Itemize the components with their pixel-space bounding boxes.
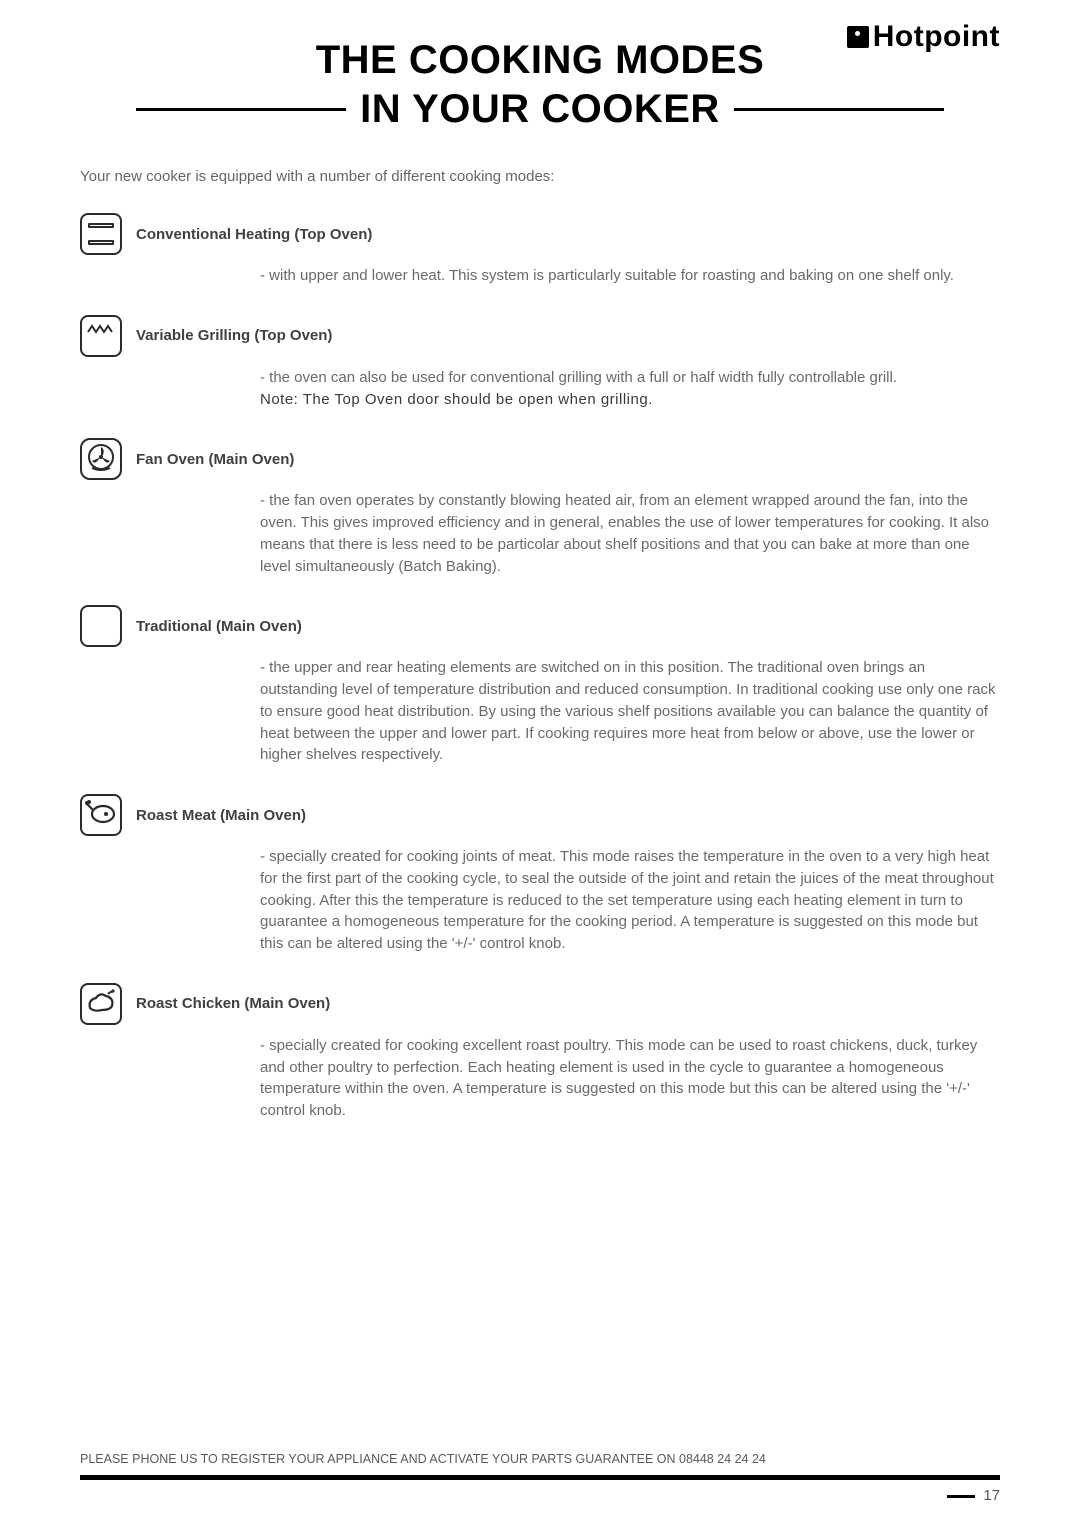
roast-chicken-icon [80,983,122,1025]
section-body: - the oven can also be used for conventi… [260,367,1000,411]
section-body: - specially created for cooking excellen… [260,1035,1000,1122]
page-number-value: 17 [983,1487,1000,1504]
intro-text: Your new cooker is equipped with a numbe… [80,168,1000,185]
title-rule-left [136,108,346,111]
section-body: - the fan oven operates by constantly bl… [260,490,1000,577]
section-title: Roast Chicken (Main Oven) [136,995,330,1012]
section-body: - the upper and rear heating elements ar… [260,657,1000,766]
section-fan: Fan Oven (Main Oven) - the fan oven oper… [80,438,1000,577]
brand-mark-icon [847,26,869,48]
title-rule-right [734,108,944,111]
section-title: Roast Meat (Main Oven) [136,807,306,824]
section-title: Fan Oven (Main Oven) [136,451,294,468]
section-body: - specially created for cooking joints o… [260,846,1000,955]
roast-meat-icon [80,794,122,836]
variable-grilling-icon [80,315,122,357]
footer-text: PLEASE PHONE US TO REGISTER YOUR APPLIAN… [80,1452,1000,1466]
section-title: Conventional Heating (Top Oven) [136,226,372,243]
section-body: - with upper and lower heat. This system… [260,265,1000,287]
section-conventional: Conventional Heating (Top Oven) - with u… [80,213,1000,287]
section-roast-meat: Roast Meat (Main Oven) - specially creat… [80,794,1000,955]
brand-name: Hotpoint [873,20,1000,54]
section-traditional: Traditional (Main Oven) - the upper and … [80,605,1000,766]
fan-oven-icon [80,438,122,480]
section-grill: Variable Grilling (Top Oven) - the oven … [80,315,1000,411]
page-number: 17 [947,1487,1000,1504]
section-roast-chicken: Roast Chicken (Main Oven) - specially cr… [80,983,1000,1122]
brand-logo: Hotpoint [847,20,1000,54]
section-title: Variable Grilling (Top Oven) [136,327,332,344]
footer-rule [80,1475,1000,1480]
section-title: Traditional (Main Oven) [136,618,302,635]
grill-note: Note: The Top Oven door should be open w… [260,391,653,408]
title-line-2: IN YOUR COOKER [360,87,720,132]
grill-body-text: - the oven can also be used for conventi… [260,369,897,386]
traditional-icon [80,605,122,647]
title-line-2-row: IN YOUR COOKER [80,87,1000,132]
conventional-heating-icon [80,213,122,255]
